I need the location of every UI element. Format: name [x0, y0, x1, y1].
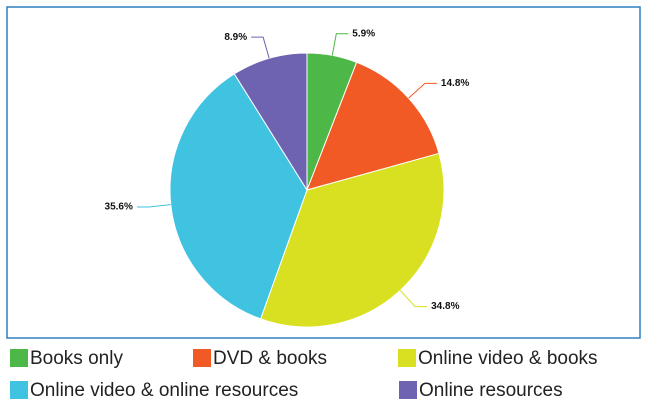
pie-slice	[259, 152, 445, 328]
data-label: 5.9%	[352, 28, 375, 39]
leader-line	[399, 290, 428, 308]
legend-label: Online video & books	[418, 348, 598, 369]
legend-label: DVD & books	[213, 348, 327, 369]
leader-line	[331, 33, 349, 56]
leader-line	[408, 82, 437, 99]
data-label: 35.6%	[105, 202, 133, 213]
data-label: 8.9%	[224, 32, 247, 43]
legend-swatch	[193, 349, 211, 367]
legend-swatch	[399, 381, 417, 399]
legend-label: Online video & online resources	[30, 380, 298, 401]
leader-line	[251, 36, 270, 59]
legend-swatch	[10, 349, 28, 367]
data-label: 14.8%	[441, 78, 469, 89]
legend-swatch	[398, 349, 416, 367]
data-label: 34.8%	[431, 301, 459, 312]
legend-swatch	[10, 381, 28, 399]
legend-label: Books only	[30, 348, 123, 369]
legend-label: Online resources	[419, 380, 563, 401]
pie-slice	[233, 52, 308, 192]
leader-line	[136, 204, 171, 208]
